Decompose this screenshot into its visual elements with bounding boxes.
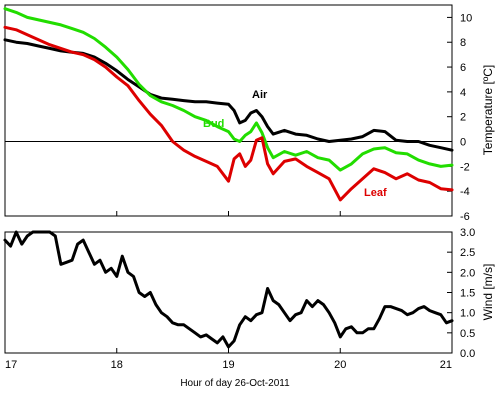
wind-y-tick-label: 2.0 xyxy=(460,267,475,279)
x-tick-label: 17 xyxy=(5,359,17,371)
wind-y-tick-label: 1.5 xyxy=(460,288,475,300)
temperature-panel: -6 -4 -2 0 2 4 6 8 10 Air Bud Leaf Temperature [… xyxy=(3,4,495,223)
x-tick-label: 19 xyxy=(222,359,234,371)
air-series-label: Air xyxy=(252,89,268,101)
temperature-y-tick-label: -2 xyxy=(460,161,470,173)
temperature-y-tick-label: 2 xyxy=(460,112,466,124)
temperature-plot-frame xyxy=(4,4,453,217)
temperature-axis-title: Temperature [ºC] xyxy=(481,65,495,155)
temperature-y-tick-label: -6 xyxy=(460,211,470,223)
temperature-y-tick-label: 10 xyxy=(460,12,472,24)
wind-y-ticks: 0.0 0.5 1.0 1.5 2.0 2.5 3.0 xyxy=(447,227,475,360)
wind-y-tick-label: 3.0 xyxy=(460,227,475,239)
wind-x-ticks: 17 18 19 20 21 xyxy=(4,211,453,371)
wind-plot-frame xyxy=(4,231,453,354)
wind-axis-title: Wind [m/s] xyxy=(481,264,495,321)
x-axis-title: Hour of day 26-Oct-2011 xyxy=(180,378,290,389)
wind-y-tick-label: 0.5 xyxy=(460,328,475,340)
x-tick-label: 18 xyxy=(111,359,123,371)
leaf-series-label: Leaf xyxy=(364,187,387,199)
temperature-y-tick-label: 6 xyxy=(460,62,466,74)
wind-series-line xyxy=(3,230,454,349)
wind-y-tick-label: 0.0 xyxy=(460,348,475,360)
wind-speed-line xyxy=(3,230,454,349)
bud-series-label: Bud xyxy=(203,118,224,130)
temperature-y-tick-label: -4 xyxy=(460,186,470,198)
temperature-y-tick-label: 8 xyxy=(460,37,466,49)
wind-panel: 0.0 0.5 1.0 1.5 2.0 2.5 3.0 17 18 19 20 21 Wind [m… xyxy=(3,211,495,389)
temperature-y-tick-label: 4 xyxy=(460,87,466,99)
leaf-temperature-line xyxy=(3,25,454,202)
x-tick-label: 21 xyxy=(440,359,452,371)
wind-y-tick-label: 2.5 xyxy=(460,247,475,259)
temperature-series-lines xyxy=(3,7,454,202)
bud-temperature-line xyxy=(3,7,454,172)
wind-y-tick-label: 1.0 xyxy=(460,308,475,320)
temperature-y-ticks: -6 -4 -2 0 2 4 6 8 10 xyxy=(447,12,472,223)
x-tick-label: 20 xyxy=(334,359,346,371)
temperature-y-tick-label: 0 xyxy=(460,137,466,149)
